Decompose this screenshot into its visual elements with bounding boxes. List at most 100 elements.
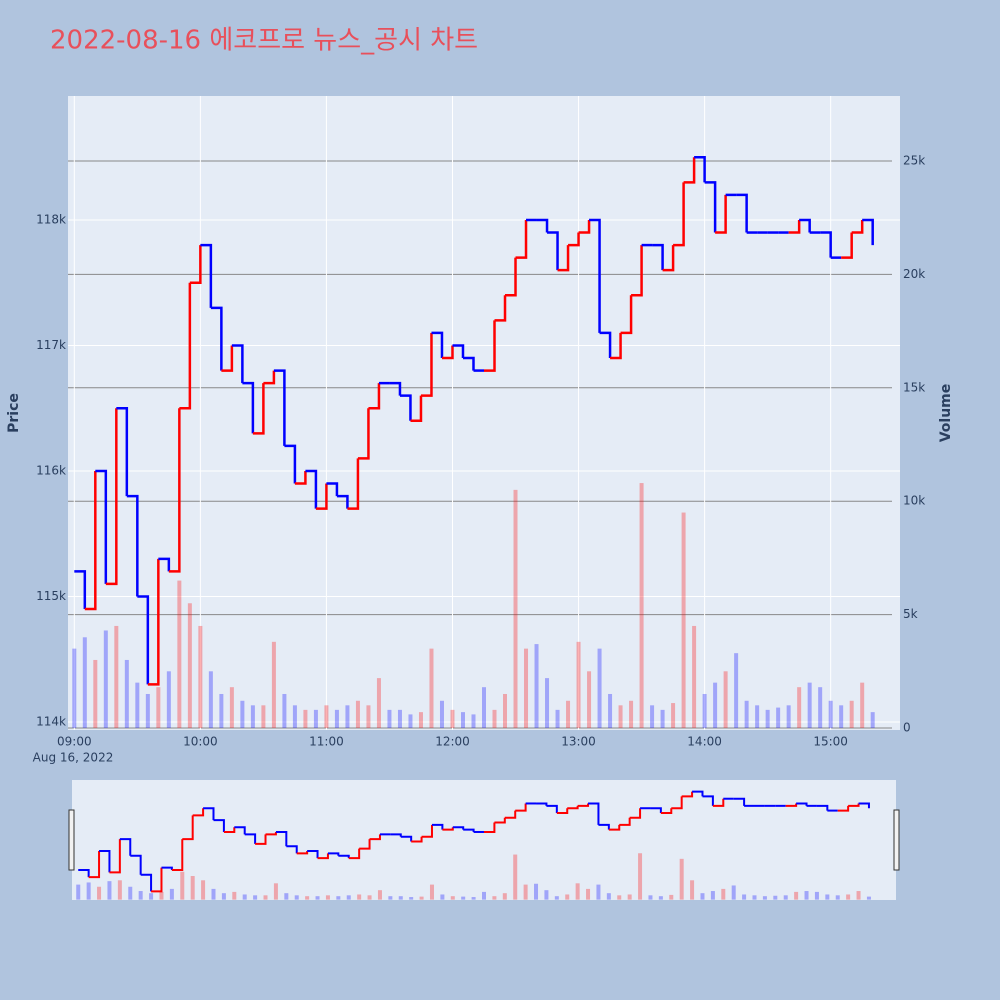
mini-price-segment bbox=[712, 798, 725, 807]
price-segment bbox=[683, 157, 696, 184]
mini-volume-bar bbox=[534, 883, 539, 900]
volume-bar bbox=[156, 687, 161, 729]
mini-volume-bar bbox=[502, 893, 507, 900]
range-handle-right[interactable] bbox=[893, 809, 900, 871]
mini-price-segment bbox=[223, 827, 236, 833]
mini-price-segment bbox=[88, 850, 101, 879]
volume-bar bbox=[177, 580, 182, 729]
mini-volume-bar bbox=[357, 894, 362, 900]
volume-bar bbox=[534, 644, 539, 729]
price-segment bbox=[263, 370, 276, 385]
mini-price-segment bbox=[546, 804, 558, 813]
mini-price-segment bbox=[484, 822, 496, 833]
y-tick-label: 118k bbox=[36, 212, 66, 226]
mini-volume-bar bbox=[253, 895, 258, 900]
price-segment bbox=[736, 193, 748, 233]
mini-price-segment bbox=[151, 867, 163, 893]
volume-bar bbox=[786, 705, 791, 729]
mini-price-segment bbox=[556, 808, 569, 814]
volume-bar bbox=[860, 682, 865, 729]
mini-price-segment bbox=[244, 833, 257, 844]
volume-bar bbox=[345, 705, 350, 729]
mini-volume-bar bbox=[804, 891, 809, 900]
mini-volume-bar bbox=[669, 894, 674, 900]
mini-price-segment bbox=[140, 873, 153, 892]
y-tick-label: 116k bbox=[36, 463, 66, 477]
mini-price-segment bbox=[848, 803, 860, 807]
mini-volume-bar bbox=[159, 891, 164, 900]
mini-price-segment bbox=[192, 808, 205, 817]
volume-bar bbox=[334, 709, 339, 729]
mini-price-segment bbox=[702, 795, 714, 806]
mini-volume-bar bbox=[638, 853, 643, 900]
volume-bar bbox=[208, 671, 213, 729]
mini-price-segment bbox=[421, 824, 433, 838]
mini-volume-bar bbox=[294, 895, 299, 900]
mini-volume-bar bbox=[752, 895, 757, 900]
price-segment bbox=[326, 482, 339, 497]
mini-volume-bar bbox=[492, 896, 497, 900]
x-tick-label: 14:00 bbox=[687, 735, 722, 749]
mini-volume-bar bbox=[544, 890, 549, 900]
range-slider[interactable] bbox=[72, 780, 896, 900]
volume-bar bbox=[765, 709, 770, 729]
volume-bar bbox=[250, 705, 255, 729]
mini-volume-bar bbox=[284, 893, 289, 900]
price-segment bbox=[788, 219, 801, 234]
volume-bar bbox=[734, 653, 739, 729]
price-segment bbox=[704, 181, 717, 233]
mini-price-segment bbox=[837, 805, 850, 812]
mini-volume-bar bbox=[617, 895, 622, 900]
volume-bar bbox=[219, 693, 224, 729]
volume-bar bbox=[839, 705, 844, 729]
price-segment bbox=[431, 331, 444, 359]
mini-price-segment bbox=[692, 790, 704, 797]
price-segment bbox=[273, 369, 286, 446]
volume-bar bbox=[240, 700, 245, 729]
price-segment bbox=[105, 408, 118, 586]
mini-price-segment bbox=[536, 802, 548, 806]
mini-price-segment bbox=[515, 803, 527, 812]
mini-price-segment bbox=[504, 810, 517, 819]
mini-price-segment bbox=[119, 838, 132, 856]
volume-bar bbox=[166, 671, 171, 729]
mini-price-segment bbox=[785, 803, 798, 807]
mini-volume-bar bbox=[710, 891, 715, 900]
mini-volume-bar bbox=[190, 876, 195, 900]
volume-bar bbox=[660, 709, 665, 729]
mini-price-segment bbox=[255, 834, 267, 845]
price-segment bbox=[610, 332, 622, 360]
mini-volume-bar bbox=[409, 897, 414, 900]
mini-price-segment bbox=[577, 803, 590, 807]
volume-bar bbox=[418, 712, 423, 729]
mini-volume-bar bbox=[149, 893, 154, 900]
mini-price-segment bbox=[213, 819, 225, 832]
mini-price-segment bbox=[171, 839, 184, 871]
mini-volume-bar bbox=[325, 895, 330, 900]
volume-bar bbox=[271, 641, 276, 729]
volume-bar bbox=[408, 714, 413, 729]
volume-bar bbox=[145, 693, 150, 729]
volume-bar bbox=[376, 678, 381, 729]
price-segment bbox=[568, 232, 580, 247]
price-segment bbox=[599, 331, 612, 359]
volume-bar bbox=[135, 682, 140, 729]
volume-bar bbox=[776, 707, 781, 729]
price-segment bbox=[441, 345, 454, 360]
mini-volume-bar bbox=[315, 896, 320, 900]
mini-price-segment bbox=[411, 836, 423, 843]
price-segment bbox=[494, 295, 507, 322]
volume-bar bbox=[545, 678, 550, 729]
price-segment bbox=[694, 155, 706, 183]
mini-volume-bar bbox=[794, 891, 799, 900]
price-segment bbox=[484, 320, 496, 372]
mini-price-segment bbox=[629, 808, 642, 819]
price-segment bbox=[221, 345, 234, 372]
x-tick-label: 10:00 bbox=[183, 735, 218, 749]
price-segment bbox=[305, 469, 318, 509]
y-tick-label: 114k bbox=[36, 714, 66, 728]
volume-bar bbox=[828, 700, 833, 729]
range-handle-left[interactable] bbox=[68, 809, 75, 871]
mini-price-segment bbox=[203, 807, 215, 821]
